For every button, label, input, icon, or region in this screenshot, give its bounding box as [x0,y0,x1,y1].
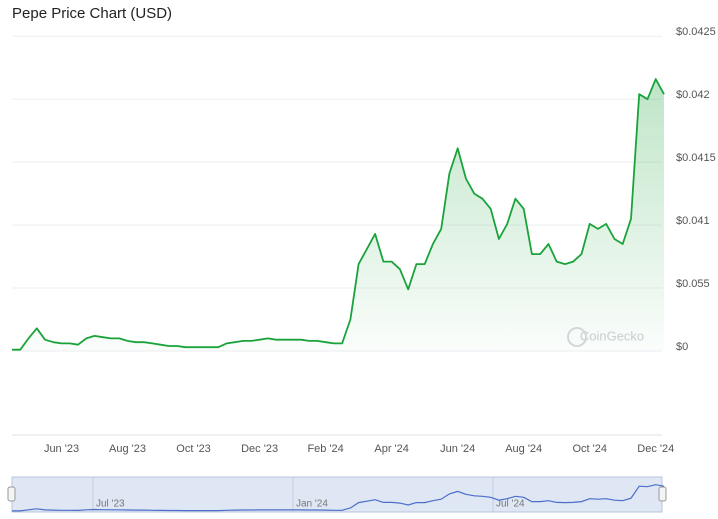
price-line [12,78,665,351]
area [12,79,664,351]
x-tick-label: Aug '23 [109,443,146,455]
x-tick-label: Feb '24 [307,443,343,455]
navigator-label: Jul '24 [496,499,525,510]
watermark-logo [567,327,587,347]
navigator-window[interactable] [11,476,663,513]
y-tick-label: $0.055 [676,278,710,290]
x-tick-label: Oct '23 [176,443,211,455]
y-tick-label: $0.0425 [676,26,716,38]
watermark: CoinGecko [580,328,644,343]
x-tick-label: Dec '24 [637,443,674,455]
navigator-label: Jul '23 [96,499,125,510]
x-tick-label: Dec '23 [241,443,278,455]
y-tick-label: $0.041 [676,215,710,227]
x-tick-label: Aug '24 [505,443,542,455]
x-tick-label: Apr '24 [374,443,409,455]
y-tick-label: $0 [676,341,688,353]
x-tick-label: Jun '23 [44,443,79,455]
navigator-label: Jan '24 [296,499,328,510]
y-tick-label: $0.042 [676,89,710,101]
navigator-line [12,484,665,512]
x-tick-label: Jun '24 [440,443,475,455]
navigator-handle[interactable] [658,486,667,502]
navigator-handle[interactable] [7,486,16,502]
x-tick-label: Oct '24 [572,443,607,455]
chart-title: Pepe Price Chart (USD) [12,5,172,22]
y-tick-label: $0.0415 [676,152,716,164]
